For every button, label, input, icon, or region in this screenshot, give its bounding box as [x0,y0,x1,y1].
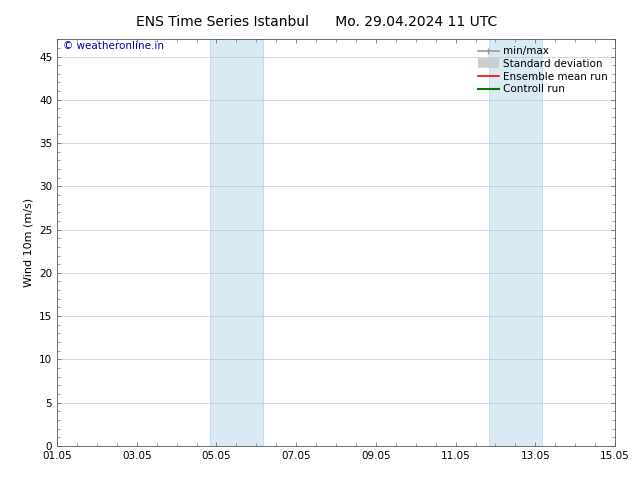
Legend: min/max, Standard deviation, Ensemble mean run, Controll run: min/max, Standard deviation, Ensemble me… [476,45,610,97]
Bar [210,39,263,446]
Bar [489,39,542,446]
Text: ENS Time Series Istanbul      Mo. 29.04.2024 11 UTC: ENS Time Series Istanbul Mo. 29.04.2024 … [136,15,498,29]
Text: © weatheronline.in: © weatheronline.in [63,41,164,51]
Y-axis label: Wind 10m (m/s): Wind 10m (m/s) [23,198,34,287]
